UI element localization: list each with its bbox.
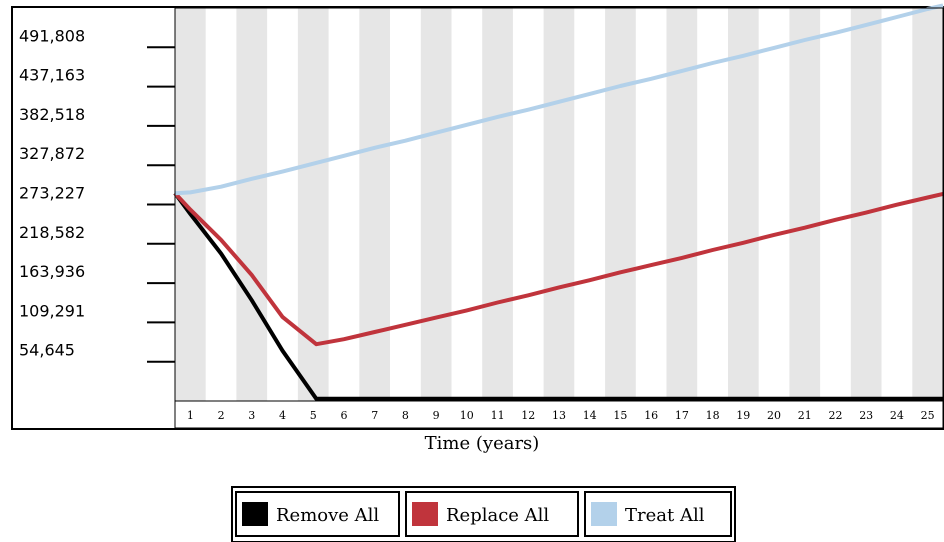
x-tick-label: 7 [371,409,378,422]
legend: Remove All Replace All Treat All [231,486,736,542]
grid-band [175,8,206,401]
grid-band [543,8,575,401]
grid-band [850,8,882,401]
y-tick-label: 163,936 [19,262,85,281]
x-tick-label: 21 [798,409,812,422]
legend-label: Replace All [446,505,549,526]
x-tick-label: 16 [644,409,658,422]
x-tick-label: 15 [613,409,627,422]
x-tick-label: 24 [890,409,904,422]
series-line-replace-all [173,191,944,347]
x-tick-label: 18 [706,409,720,422]
legend-swatch-replace-all [412,502,438,526]
y-tick-label: 54,645 [19,341,75,360]
grid-band [359,8,390,401]
grid-band [912,8,943,401]
y-tick-label: 273,227 [19,184,85,203]
grid-band [728,8,759,401]
x-tick-label: 2 [218,409,225,422]
x-tick-label: 3 [248,409,255,422]
y-tick-label: 382,518 [19,105,85,124]
x-tick-label: 14 [583,409,597,422]
x-tick-label: 9 [433,409,440,422]
y-tick-label: 109,291 [19,301,85,320]
plot-area [173,3,944,402]
series-line-treat-all [174,3,944,196]
series-lines [173,3,944,401]
grid-band [482,8,513,401]
x-tick-label: 4 [279,409,286,422]
grid-band [789,8,821,401]
x-tick-label: 8 [402,409,409,422]
y-tick-label: 491,808 [19,26,85,45]
legend-label: Remove All [276,505,379,526]
x-tick-label: 17 [675,409,689,422]
x-axis-strip [174,400,944,429]
y-tick-label: 218,582 [19,223,85,242]
x-tick-label: 23 [859,409,873,422]
grid-band [236,8,268,401]
x-tick-label: 1 [187,409,194,422]
x-tick-label: 12 [521,409,535,422]
x-tick-label: 22 [829,409,843,422]
y-axis: 54,645 109,291 163,936 218,582 273,227 327,87… [19,26,175,363]
legend-swatch-remove-all [242,502,268,526]
grid-band [605,8,636,401]
series-line-remove-all [173,192,943,401]
x-axis-title: Time (years) [425,433,540,454]
x-tick-label: 13 [552,409,566,422]
x-axis: 1 2 3 4 5 6 7 8 9 10 11 12 13 14 15 16 17 18 19 20 21 22 23 24 2… [174,400,944,429]
grid-band [420,8,452,401]
x-tick-label: 10 [460,409,474,422]
legend-label: Treat All [625,505,705,526]
x-tick-label: 20 [767,409,781,422]
x-tick-label: 6 [341,409,348,422]
x-tick-label: 5 [310,409,317,422]
legend-swatch-treat-all [591,502,617,526]
x-tick-label: 19 [736,409,750,422]
x-tick-label: 11 [491,409,505,422]
y-tick-label: 327,872 [19,144,85,163]
x-tick-label: 25 [921,409,935,422]
y-tick-label: 437,163 [19,66,85,85]
